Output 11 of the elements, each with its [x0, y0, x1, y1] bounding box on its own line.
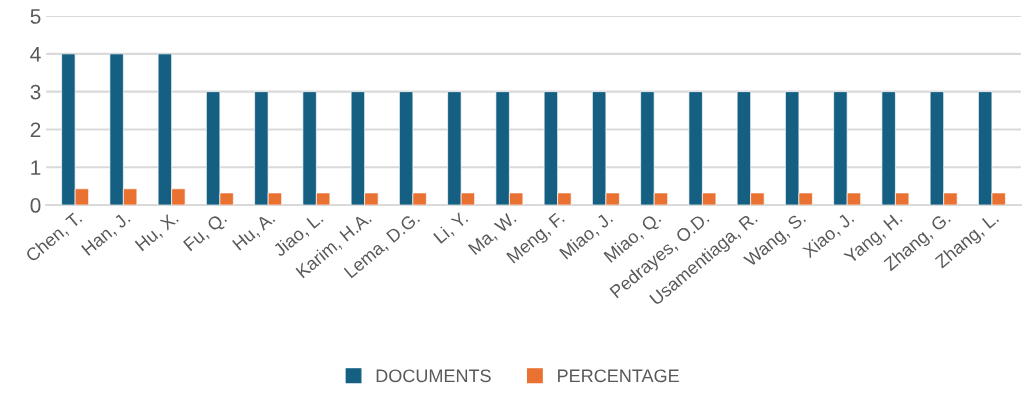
y-tick-label: 5: [30, 9, 41, 24]
x-tick-label: Hu, X.: [134, 211, 181, 253]
legend-label: DOCUMENTS: [376, 369, 491, 383]
y-tick-label: 0: [30, 198, 41, 213]
y-tick-label: 3: [30, 84, 41, 100]
legend-label: PERCENTAGE: [558, 369, 679, 383]
y-tick-label: 4: [30, 47, 41, 62]
y-tick-label: 2: [30, 122, 41, 137]
x-tick-label: Fu, Q.: [182, 211, 230, 254]
x-tick-label: Han, J.: [81, 211, 133, 258]
y-tick-label: 1: [31, 160, 41, 175]
